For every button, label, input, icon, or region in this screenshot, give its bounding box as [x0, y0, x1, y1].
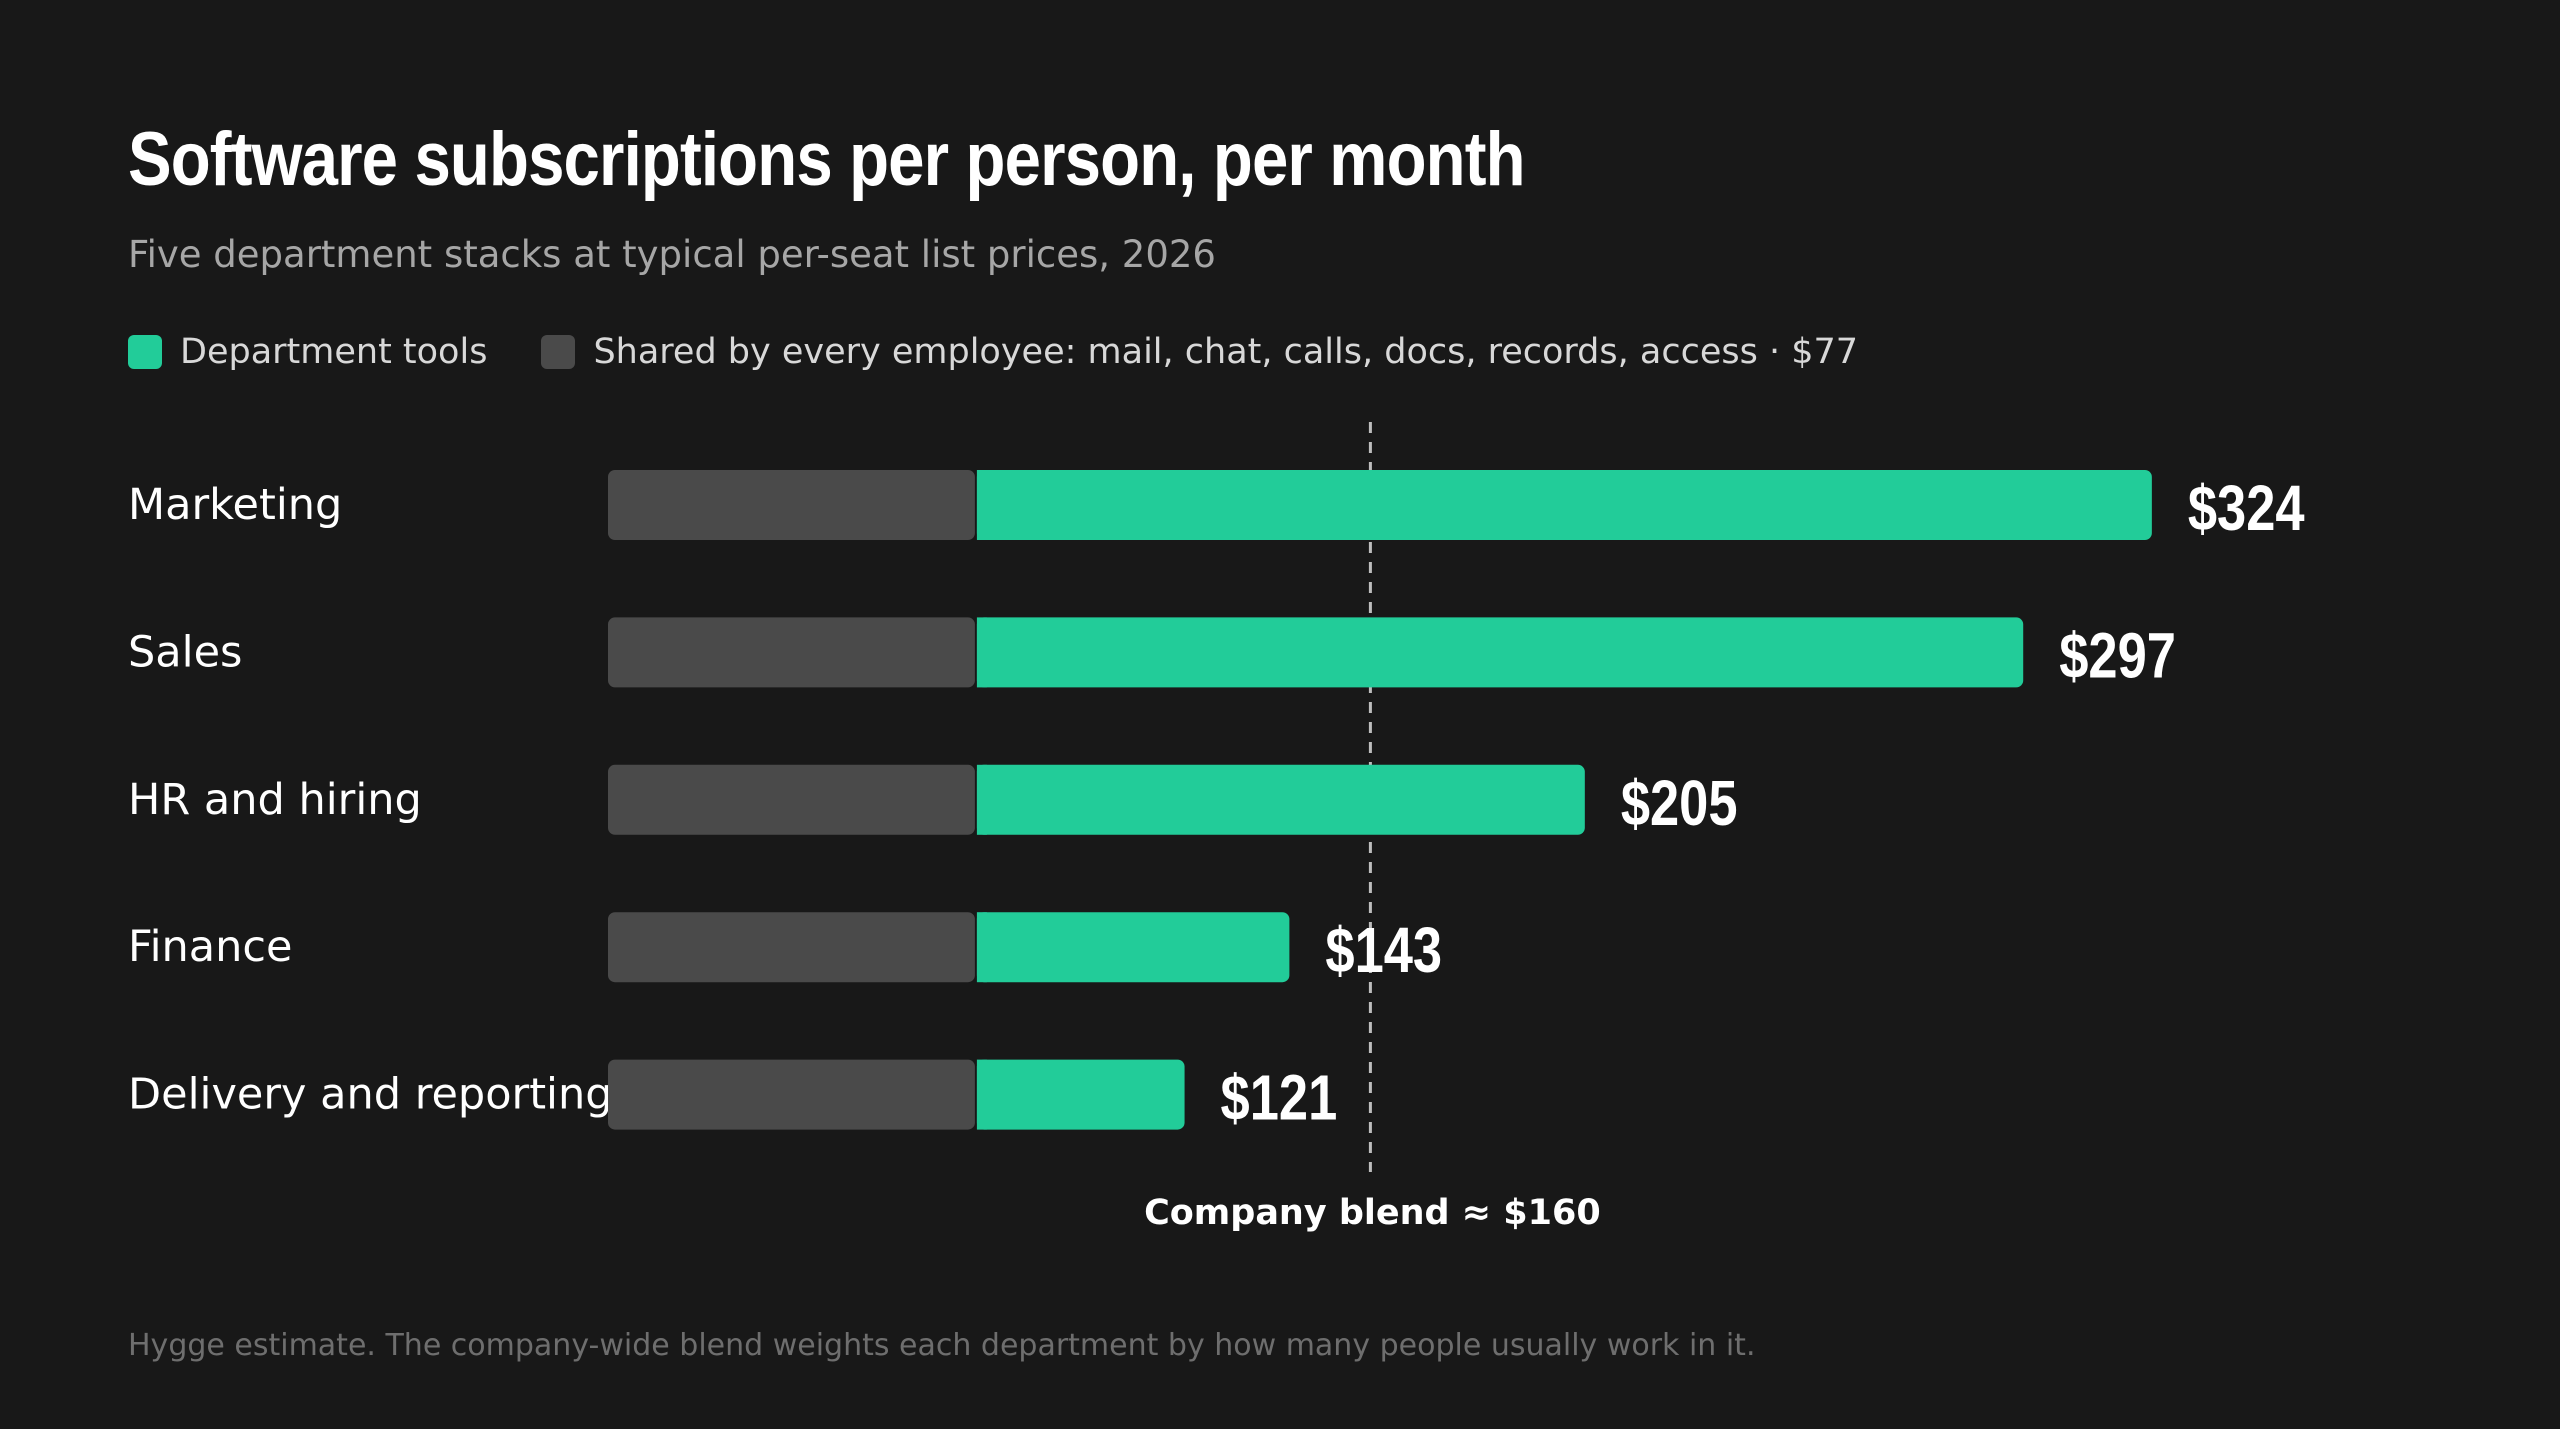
category-label-marketing: Marketing: [128, 480, 342, 530]
legend-label-shared: Shared by every employee: mail, chat, ca…: [593, 332, 1859, 372]
bar-department-marketing: [976, 470, 2152, 540]
value-label-finance: $143: [1325, 915, 1442, 986]
legend-swatch-shared: [541, 335, 576, 369]
category-label-finance: Finance: [128, 922, 293, 972]
value-label-hr-and-hiring: $205: [1621, 768, 1738, 839]
legend-item-department-tools: Department tools: [128, 332, 487, 372]
bar-shared-delivery-and-reporting: [608, 1059, 975, 1130]
bar-shared-finance: [608, 912, 975, 983]
legend-item-shared: Shared by every employee: mail, chat, ca…: [541, 332, 1858, 372]
category-label-sales: Sales: [128, 627, 242, 677]
chart-subtitle: Five department stacks at typical per-se…: [128, 233, 1216, 276]
reference-line-label: Company blend ≈ $160: [1144, 1193, 1601, 1233]
bar-department-join-marketing: [976, 470, 987, 540]
footnote: Hygge estimate. The company-wide blend w…: [128, 1328, 1756, 1363]
value-label-marketing: $324: [2188, 473, 2305, 544]
legend-swatch-department-tools: [128, 335, 162, 369]
category-label-delivery-and-reporting: Delivery and reporting: [128, 1070, 613, 1120]
legend-label-department-tools: Department tools: [180, 332, 488, 372]
value-label-sales: $297: [2059, 621, 2176, 692]
bar-shared-sales: [608, 617, 975, 688]
bar-department-sales: [976, 617, 2024, 688]
bar-department-join-finance: [976, 912, 987, 983]
bar-shared-hr-and-hiring: [608, 764, 975, 835]
legend: Department tools Shared by every employe…: [128, 328, 1912, 376]
bar-department-delivery-and-reporting: [976, 1059, 1185, 1130]
chart-title: Software subscriptions per person, per m…: [128, 117, 1526, 202]
bar-department-finance: [976, 912, 1290, 983]
bar-department-join-delivery-and-reporting: [976, 1059, 987, 1130]
bar-department-hr-and-hiring: [976, 764, 1585, 835]
bar-shared-marketing: [608, 470, 975, 540]
category-label-hr-and-hiring: HR and hiring: [128, 775, 422, 825]
bar-department-join-hr-and-hiring: [976, 764, 987, 835]
value-label-delivery-and-reporting: $121: [1221, 1063, 1338, 1134]
bar-department-join-sales: [976, 617, 987, 688]
